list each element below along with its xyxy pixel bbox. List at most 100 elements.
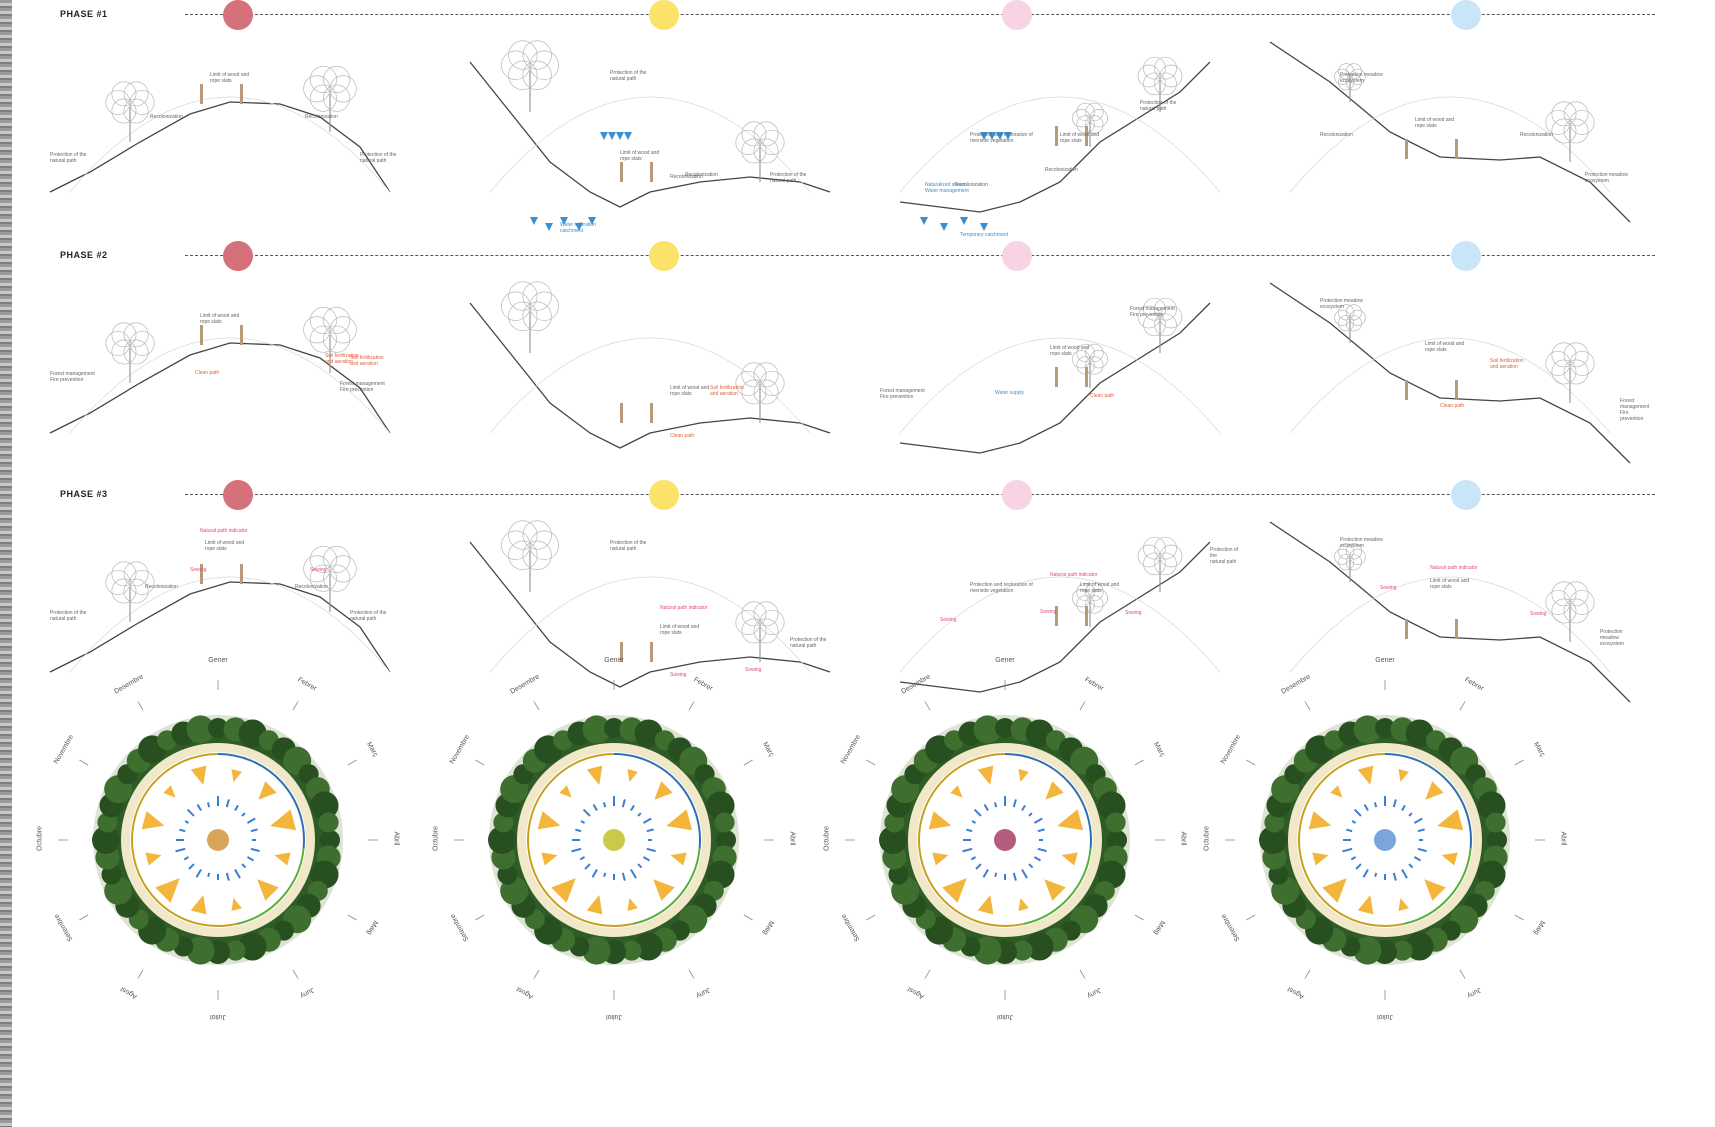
- water-arrow: [560, 217, 568, 225]
- rain-bar: [630, 804, 635, 812]
- tree-sketch: [501, 40, 559, 112]
- rain-bar: [1417, 828, 1425, 833]
- month-label: Juliol: [1377, 1013, 1393, 1020]
- annotation-label: Limit of wood and rope slats: [670, 385, 710, 397]
- section-panel: Protection meadow ecosystem Natural path …: [1269, 512, 1631, 712]
- month-tick: [475, 759, 485, 766]
- rain-bar: [1413, 817, 1423, 824]
- protection-arc: [1289, 576, 1611, 673]
- section-panel: Forest management Fire prevention Limit o…: [880, 273, 1240, 473]
- rain-bar: [1401, 804, 1406, 812]
- bloom-marker: [270, 809, 297, 831]
- rain-bar: [1417, 847, 1427, 853]
- annotation-label: Protection meadow ecosystem: [1340, 537, 1383, 549]
- calendar-wheel: Gener Febrer Març Abril Maig Juny Juliol Agost S…: [404, 630, 824, 1050]
- season-dot-yellow: [649, 0, 679, 30]
- season-dot-red: [223, 241, 253, 271]
- bloom-marker: [231, 897, 242, 911]
- foliage-clump: [1107, 830, 1127, 850]
- foliage-clump: [1477, 791, 1506, 820]
- water-arrow: [1004, 132, 1012, 140]
- rain-bar: [642, 856, 651, 862]
- foliage-clump: [1485, 812, 1506, 833]
- foliage-clump: [186, 936, 215, 965]
- terrain-section: [1269, 282, 1631, 464]
- annotation-label: Protection of the natural path: [1140, 100, 1177, 112]
- bloom-marker: [1398, 897, 1409, 911]
- foliage-clump: [493, 812, 514, 833]
- calendar-wheel: Gener Febrer Març Abril Maig Juny Juliol Agost S…: [795, 630, 1215, 1050]
- annotation-label: Protection of the natural path: [1210, 547, 1239, 565]
- tree-sketch: [1334, 304, 1366, 343]
- annotation-label: Recolonization: [295, 584, 328, 590]
- annotation-label: Recolonization: [955, 182, 988, 188]
- phase-label: PHASE #3: [60, 489, 108, 499]
- bloom-marker: [670, 852, 687, 866]
- bloom-marker: [1061, 852, 1078, 866]
- rain-bar: [603, 872, 607, 877]
- foliage-clump: [706, 791, 735, 820]
- rain-bar: [579, 856, 586, 861]
- season-arc-blue: [1384, 753, 1472, 849]
- bloom-marker: [1057, 809, 1084, 831]
- rain-bar: [1012, 799, 1017, 808]
- ground-profile: [1269, 282, 1631, 464]
- tree-sketch: [1072, 582, 1108, 627]
- foliage-clump: [225, 940, 246, 961]
- section-panel: Protection meadow ecosystem Limit of wood…: [1269, 32, 1631, 232]
- tree-sketch: [1334, 543, 1366, 582]
- phase-divider: [185, 14, 1655, 15]
- foliage-clump: [884, 812, 905, 833]
- annotation-label: Protection meadow ecosystem: [1600, 629, 1624, 647]
- annotation-label: Recolonization: [1320, 132, 1353, 138]
- rain-bar: [1021, 804, 1026, 812]
- bloom-marker: [977, 765, 994, 785]
- rain-bar: [1408, 812, 1413, 817]
- rain-bar: [241, 863, 247, 869]
- annotation-label: Sowing: [745, 667, 762, 673]
- rain-bar: [582, 808, 591, 817]
- rain-bar: [241, 812, 246, 817]
- bloom-marker: [551, 878, 576, 903]
- foliage-clump: [714, 812, 735, 833]
- water-arrow: [960, 217, 968, 225]
- month-tick: [1079, 701, 1086, 711]
- foliage-clump: [186, 715, 215, 744]
- rain-bar: [1363, 803, 1369, 812]
- season-arc-gold: [1298, 753, 1405, 927]
- terrain-section: [1269, 521, 1631, 703]
- protection-arc: [69, 96, 391, 193]
- month-tick: [1459, 701, 1466, 711]
- ground-profile: [1269, 41, 1631, 223]
- terrain-section: [469, 281, 831, 449]
- bloom-marker: [627, 769, 638, 783]
- section-panel: Limit of wood and rope slats Soil fertili…: [469, 273, 831, 473]
- phase-divider: [185, 494, 1655, 495]
- bloom-marker: [942, 878, 967, 903]
- rain-bar: [1037, 828, 1045, 833]
- rain-bar: [646, 847, 656, 853]
- annotation-label: Natural path indicator: [1430, 565, 1478, 571]
- rain-bar: [1028, 863, 1034, 869]
- calendar-wheel: Gener Febrer Març Abril Maig Juny Juliol Agost S…: [8, 630, 428, 1050]
- rain-bar: [621, 872, 626, 881]
- bloom-marker: [559, 785, 572, 798]
- rain-bar: [973, 808, 982, 817]
- annotation-label: Sowing: [1380, 585, 1397, 591]
- water-arrow: [980, 132, 988, 140]
- rain-bar: [637, 812, 642, 817]
- water-arrow: [600, 132, 608, 140]
- water-arrow: [996, 132, 1004, 140]
- rain-bar: [592, 803, 598, 812]
- rain-bar: [982, 868, 989, 878]
- season-dot-blue: [1451, 480, 1481, 510]
- tree-sketch: [1137, 56, 1183, 112]
- month-label: Gener: [1375, 657, 1395, 664]
- protection-arc: [489, 576, 811, 673]
- month-tick: [743, 914, 753, 921]
- bloom-marker: [977, 895, 994, 915]
- month-tick: [1079, 969, 1086, 979]
- month-tick: [1134, 759, 1144, 766]
- annotation-label: Soil fertilization and aeration: [350, 355, 384, 367]
- season-arc-blue: [217, 753, 305, 849]
